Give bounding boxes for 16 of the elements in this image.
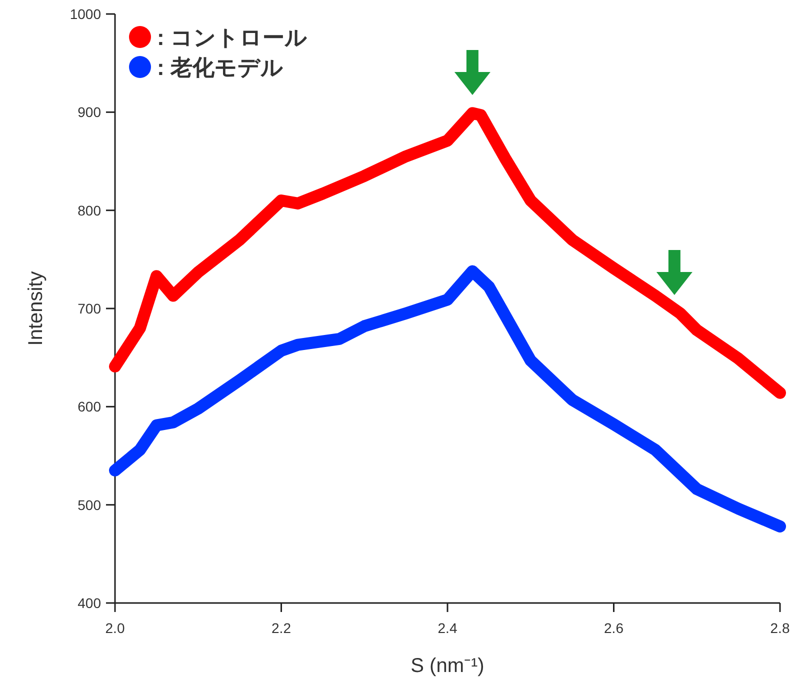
y-tick-label: 900: [78, 104, 102, 120]
y-tick-label: 600: [78, 398, 102, 415]
y-tick-label: 800: [78, 202, 102, 218]
y-tick-label: 1000: [70, 6, 102, 22]
x-tick-label: 2.8: [770, 620, 790, 636]
x-axis-title: S (nm⁻¹): [410, 655, 484, 677]
x-tick-label: 2.4: [438, 620, 458, 636]
x-tick-label: 2.6: [604, 620, 624, 636]
x-tick-label: 2.0: [105, 620, 125, 636]
y-tick-label: 700: [78, 300, 102, 316]
y-tick-label: 500: [78, 496, 102, 513]
y-tick-label: 400: [78, 595, 102, 611]
y-axis-title: Intensity: [25, 271, 47, 346]
legend-label: : コントロール: [157, 25, 308, 50]
legend-label: : 老化モデル: [157, 55, 284, 80]
x-tick-label: 2.2: [272, 620, 292, 636]
